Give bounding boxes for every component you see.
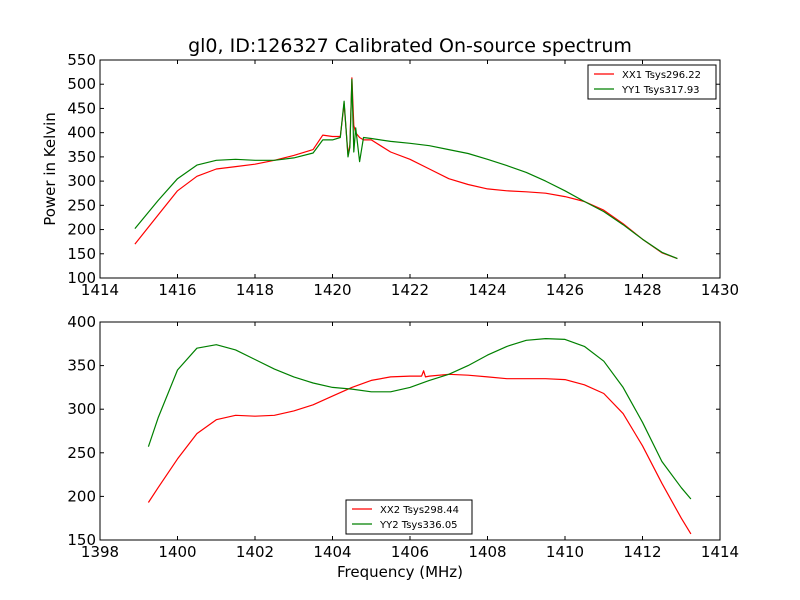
y-tick-label: 550 bbox=[67, 51, 96, 69]
series-line-2 bbox=[147, 338, 692, 500]
x-tick-label: 1426 bbox=[546, 281, 584, 299]
x-tick-label: 1416 bbox=[158, 281, 196, 299]
series-line-1 bbox=[147, 370, 692, 535]
y-tick-label: 300 bbox=[67, 400, 96, 418]
x-tick-label: 1428 bbox=[623, 281, 661, 299]
y-tick-label: 250 bbox=[67, 444, 96, 462]
top-chart: gl0, ID:126327 Calibrated On-source spec… bbox=[41, 35, 739, 299]
x-tick-label: 1398 bbox=[81, 543, 119, 561]
x-tick-label: 1422 bbox=[391, 281, 429, 299]
x-tick-label: 1418 bbox=[236, 281, 274, 299]
legend-label-1: XX1 Tsys296.22 bbox=[622, 70, 701, 81]
y-tick-label: 450 bbox=[67, 99, 96, 117]
legend: XX1 Tsys296.22 YY1 Tsys317.93 bbox=[587, 64, 717, 100]
y-tick-label: 500 bbox=[67, 75, 96, 93]
x-tick-label: 1414 bbox=[81, 281, 119, 299]
series-line-2 bbox=[134, 78, 678, 260]
x-tick-label: 1430 bbox=[701, 281, 739, 299]
series-line-1 bbox=[134, 77, 678, 260]
y-tick-label: 300 bbox=[67, 172, 96, 190]
x-tick-label: 1408 bbox=[468, 543, 506, 561]
plot-area bbox=[147, 338, 692, 535]
y-tick-label: 350 bbox=[67, 357, 96, 375]
y-tick-label: 200 bbox=[67, 487, 96, 505]
plot-area bbox=[134, 77, 678, 260]
legend-label-2: YY1 Tsys317.93 bbox=[621, 85, 700, 96]
y-tick-label: 350 bbox=[67, 148, 96, 166]
y-tick-label: 100 bbox=[67, 269, 96, 287]
legend-box bbox=[345, 499, 473, 535]
x-tick-label: 1400 bbox=[158, 543, 196, 561]
y-tick-label: 400 bbox=[67, 313, 96, 331]
legend-box bbox=[587, 64, 717, 100]
x-tick-label: 1420 bbox=[313, 281, 351, 299]
y-tick-label: 250 bbox=[67, 196, 96, 214]
legend-label-2: YY2 Tsys336.05 bbox=[379, 520, 458, 531]
x-tick-label: 1404 bbox=[313, 543, 351, 561]
x-tick-label: 1410 bbox=[546, 543, 584, 561]
x-tick-label: 1406 bbox=[391, 543, 429, 561]
y-tick-label: 400 bbox=[67, 124, 96, 142]
legend-label-1: XX2 Tsys298.44 bbox=[380, 505, 459, 516]
x-tick-label: 1414 bbox=[701, 543, 739, 561]
x-tick-label: 1402 bbox=[236, 543, 274, 561]
bottom-chart: 1398 1400 1402 1404 1406 1408 1410 1412 1414 150 2… bbox=[67, 313, 739, 581]
x-tick-label: 1412 bbox=[623, 543, 661, 561]
y-axis-label: Power in Kelvin bbox=[41, 112, 59, 226]
x-tick-label: 1424 bbox=[468, 281, 506, 299]
x-axis-label: Frequency (MHz) bbox=[337, 563, 463, 581]
legend: XX2 Tsys298.44 YY2 Tsys336.05 bbox=[345, 499, 473, 535]
chart-title: gl0, ID:126327 Calibrated On-source spec… bbox=[188, 35, 632, 57]
y-tick-label: 150 bbox=[67, 531, 96, 549]
y-tick-label: 200 bbox=[67, 221, 96, 239]
y-tick-label: 150 bbox=[67, 245, 96, 263]
